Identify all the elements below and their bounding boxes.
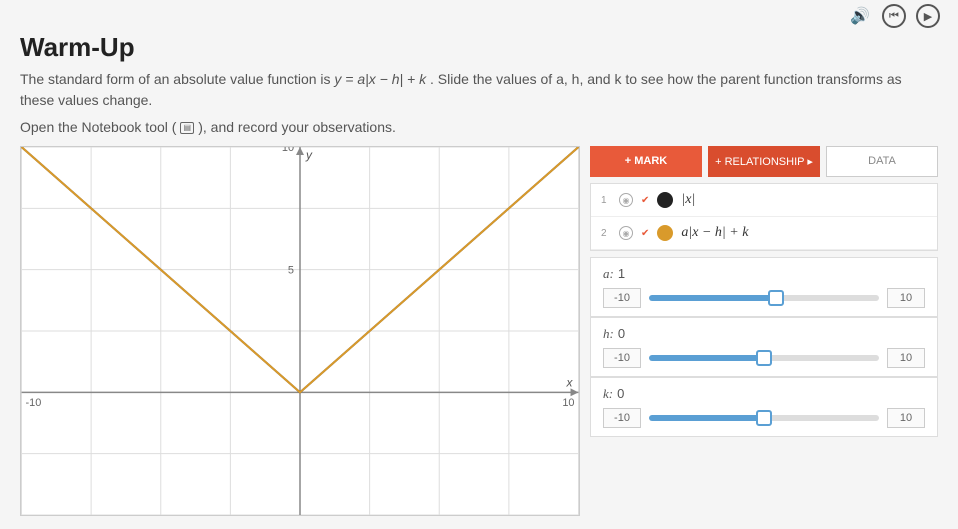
top-toolbar: 🔊 ⏮ ▶ [0, 0, 958, 32]
color-swatch[interactable] [657, 192, 673, 208]
slider-min[interactable]: -10 [603, 408, 641, 428]
prompt-formula: y = a|x − h| + k [334, 71, 426, 87]
svg-text:10: 10 [562, 397, 574, 409]
slider-thumb[interactable] [756, 410, 772, 426]
side-panel: + MARK + RELATIONSHIP ▸ DATA 1 ◉ ✔ |x| 2 ◉ ✔ a|… [590, 146, 938, 516]
svg-text:5: 5 [288, 265, 294, 277]
function-expression: a|x − h| + k [681, 225, 748, 241]
notebook-icon: ▤ [180, 122, 194, 134]
slider-block-k: k: 0 -10 10 [590, 377, 938, 437]
slider-block-h: h: 0 -10 10 [590, 317, 938, 377]
slider-thumb[interactable] [768, 290, 784, 306]
slider-label: h: 0 [603, 326, 925, 342]
func-index: 1 [601, 195, 611, 206]
content-row: xy105-1010 + MARK + RELATIONSHIP ▸ DATA … [20, 146, 938, 516]
sliders-container: a: 1-1010h: 0-1010k: 0-1010 [590, 257, 938, 437]
prompt-line-2: Open the Notebook tool ( ▤ ), and record… [20, 117, 938, 138]
slider-track[interactable] [649, 415, 879, 421]
slider-track[interactable] [649, 295, 879, 301]
graph-svg: x y 10 5 -10 10 [21, 147, 579, 515]
slider-min[interactable]: -10 [603, 288, 641, 308]
slider-max[interactable]: 10 [887, 288, 925, 308]
prev-button[interactable]: ⏮ [882, 4, 906, 28]
slider-value: 1 [618, 266, 625, 281]
prompt-line-1: The standard form of an absolute value f… [20, 69, 938, 111]
svg-text:10: 10 [282, 147, 294, 154]
slider-value: 0 [617, 386, 624, 401]
prompt-text-2a: Open the Notebook tool ( [20, 119, 176, 135]
tab-mark[interactable]: + MARK [590, 146, 702, 177]
slider-row: -10 10 [603, 348, 925, 368]
function-row[interactable]: 2 ◉ ✔ a|x − h| + k [591, 217, 937, 250]
page-body: Warm-Up The standard form of an absolute… [0, 32, 958, 526]
check-icon: ✔ [641, 195, 649, 206]
slider-max[interactable]: 10 [887, 348, 925, 368]
color-swatch[interactable] [657, 225, 673, 241]
volume-icon[interactable]: 🔊 [848, 4, 872, 28]
slider-block-a: a: 1 -10 10 [590, 257, 938, 317]
tab-row: + MARK + RELATIONSHIP ▸ DATA [590, 146, 938, 177]
function-expression: |x| [681, 192, 695, 208]
svg-text:y: y [305, 148, 313, 162]
visibility-toggle-icon[interactable]: ◉ [619, 226, 633, 240]
page-title: Warm-Up [20, 32, 938, 63]
graph-panel[interactable]: x y 10 5 -10 10 [20, 146, 580, 516]
slider-value: 0 [618, 326, 625, 341]
slider-row: -10 10 [603, 288, 925, 308]
slider-label: a: 1 [603, 266, 925, 282]
tab-data[interactable]: DATA [826, 146, 938, 177]
tab-relationship[interactable]: + RELATIONSHIP ▸ [708, 146, 820, 177]
slider-min[interactable]: -10 [603, 348, 641, 368]
svg-text:x: x [566, 375, 574, 389]
slider-thumb[interactable] [756, 350, 772, 366]
prompt-text-2b: ), and record your observations. [198, 119, 396, 135]
svg-text:-10: -10 [25, 397, 41, 409]
visibility-toggle-icon[interactable]: ◉ [619, 193, 633, 207]
function-row[interactable]: 1 ◉ ✔ |x| [591, 184, 937, 217]
func-index: 2 [601, 228, 611, 239]
slider-max[interactable]: 10 [887, 408, 925, 428]
play-button[interactable]: ▶ [916, 4, 940, 28]
slider-row: -10 10 [603, 408, 925, 428]
slider-label: k: 0 [603, 386, 925, 402]
function-list: 1 ◉ ✔ |x| 2 ◉ ✔ a|x − h| + k [590, 183, 938, 251]
prompt-text-a: The standard form of an absolute value f… [20, 71, 334, 87]
check-icon: ✔ [641, 228, 649, 239]
slider-track[interactable] [649, 355, 879, 361]
